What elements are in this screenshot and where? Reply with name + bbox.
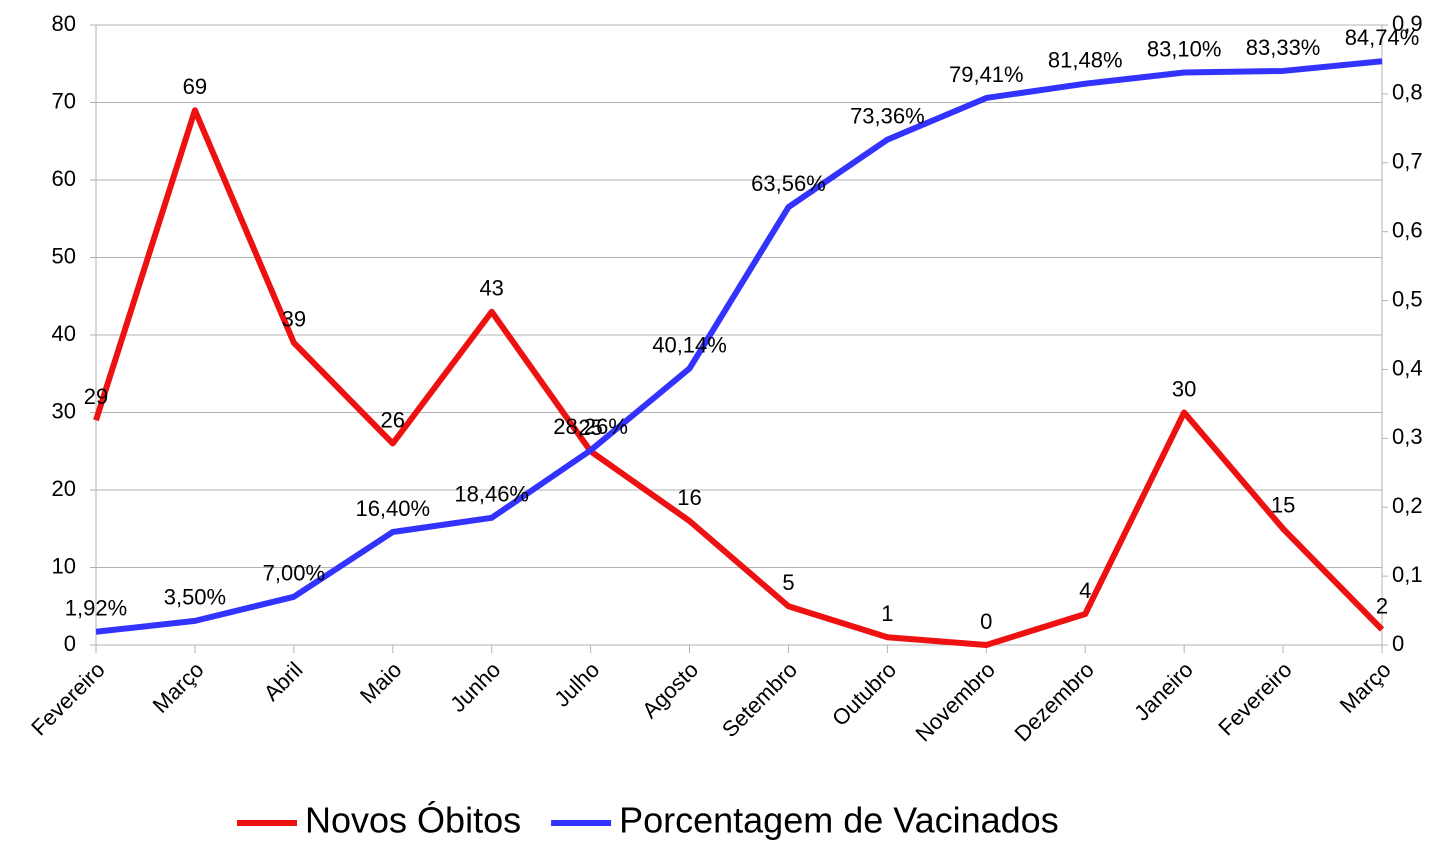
data-label: 69 (183, 74, 207, 99)
x-tick-label: Setembro (717, 657, 802, 742)
y2-tick-label: 0,6 (1392, 217, 1423, 242)
y2-tick-label: 0 (1392, 631, 1404, 656)
x-tick-label: Junho (445, 657, 505, 717)
data-label: 18,46% (454, 482, 529, 507)
y-tick-label: 70 (52, 88, 76, 113)
legend-label: Novos Óbitos (305, 800, 521, 841)
x-tick-label: Julho (549, 657, 604, 712)
data-label: 25 (578, 415, 602, 440)
series-line (93, 107, 1385, 648)
x-tick-label: Janeiro (1129, 657, 1198, 726)
y2-tick-label: 0,7 (1392, 149, 1423, 174)
x-tick-label: Março (148, 657, 209, 718)
x-tick-label: Dezembro (1009, 657, 1098, 746)
y2-tick-label: 0,3 (1392, 424, 1423, 449)
data-label: 1,92% (65, 596, 127, 621)
y2-tick-label: 0,8 (1392, 80, 1423, 105)
data-label: 81,48% (1048, 48, 1123, 73)
y-tick-label: 60 (52, 166, 76, 191)
data-label: 79,41% (949, 62, 1024, 87)
series-line (95, 58, 1383, 635)
data-label: 0 (980, 609, 992, 634)
y-tick-label: 50 (52, 243, 76, 268)
y2-tick-label: 0,4 (1392, 355, 1423, 380)
data-label: 7,00% (263, 561, 325, 586)
data-label: 83,33% (1246, 35, 1321, 60)
data-label: 16,40% (355, 496, 430, 521)
data-label: 4 (1079, 578, 1091, 603)
x-tick-label: Abril (259, 657, 308, 706)
data-label: 2 (1376, 593, 1388, 618)
y-tick-label: 80 (52, 11, 76, 36)
data-label: 43 (479, 276, 503, 301)
x-tick-label: Fevereiro (1213, 657, 1296, 740)
data-label: 39 (282, 307, 306, 332)
data-label: 28,26% (553, 414, 628, 439)
y-tick-label: 0 (64, 631, 76, 656)
y-tick-label: 20 (52, 476, 76, 501)
x-tick-label: Março (1335, 657, 1396, 718)
data-label: 29 (84, 384, 108, 409)
x-tick-label: Outubro (827, 657, 901, 731)
y2-tick-label: 0,9 (1392, 11, 1423, 36)
data-label: 26 (381, 407, 405, 432)
data-label: 30 (1172, 376, 1196, 401)
data-label: 16 (677, 485, 701, 510)
data-label: 73,36% (850, 103, 925, 128)
legend-label: Porcentagem de Vacinados (619, 800, 1059, 841)
data-label: 83,10% (1147, 36, 1222, 61)
data-label: 63,56% (751, 171, 826, 196)
data-label: 3,50% (164, 585, 226, 610)
x-tick-label: Agosto (637, 657, 703, 723)
y-tick-label: 30 (52, 398, 76, 423)
y2-tick-label: 0,2 (1392, 493, 1423, 518)
y-tick-label: 40 (52, 321, 76, 346)
data-label: 1 (881, 601, 893, 626)
data-label: 5 (782, 570, 794, 595)
data-label: 15 (1271, 493, 1295, 518)
data-label: 84,74% (1345, 25, 1420, 50)
y-tick-label: 10 (52, 553, 76, 578)
y2-tick-label: 0,1 (1392, 562, 1423, 587)
x-tick-label: Maio (355, 657, 406, 708)
y2-tick-label: 0,5 (1392, 286, 1423, 311)
x-tick-label: Fevereiro (26, 657, 109, 740)
data-label: 40,14% (652, 332, 727, 357)
x-tick-label: Novembro (911, 657, 1000, 746)
